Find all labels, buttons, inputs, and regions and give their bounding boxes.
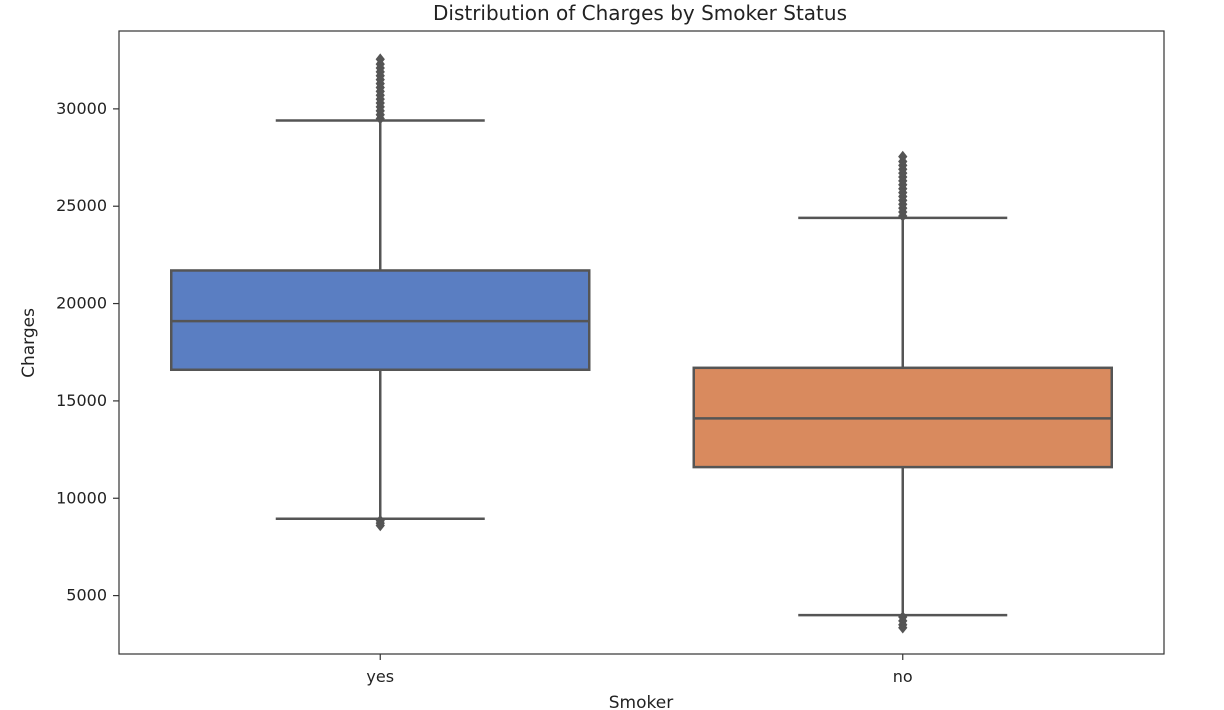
y-axis-label: Charges <box>19 308 39 378</box>
x-tick-label: no <box>893 667 913 686</box>
y-tick-label: 20000 <box>56 294 107 313</box>
y-tick-label: 25000 <box>56 196 107 215</box>
y-axis-ticks: 5000 10000 15000 20000 25000 30000 <box>56 99 119 605</box>
outlier-point <box>898 150 908 163</box>
outlier-point <box>375 53 385 66</box>
box-marks <box>170 53 1113 634</box>
y-tick-label: 15000 <box>56 391 107 410</box>
box-group-no <box>692 150 1113 634</box>
x-axis-label: Smoker <box>609 693 673 710</box>
x-axis-ticks: yes no <box>366 654 913 686</box>
y-tick-label: 5000 <box>66 586 107 605</box>
x-tick-label: yes <box>366 667 394 686</box>
outlier-point <box>898 621 908 634</box>
box-group-yes <box>170 53 591 532</box>
chart-title: Distribution of Charges by Smoker Status <box>433 1 847 25</box>
y-tick-label: 30000 <box>56 99 107 118</box>
y-tick-label: 10000 <box>56 488 107 507</box>
outlier-point <box>375 519 385 532</box>
